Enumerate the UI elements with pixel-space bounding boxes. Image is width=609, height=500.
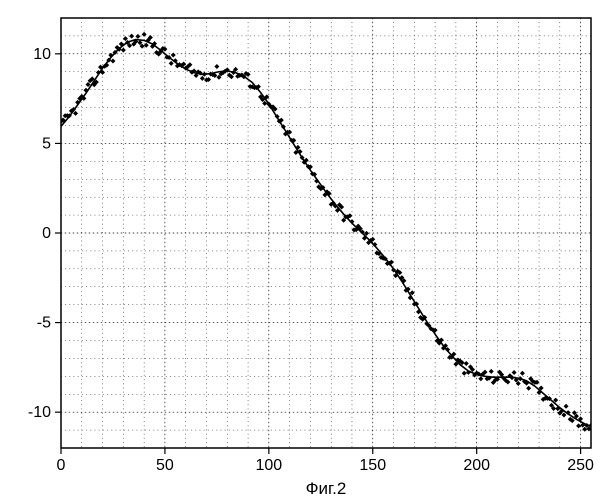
x-tick-label: 50 <box>156 457 174 474</box>
y-tick-label: 10 <box>33 46 51 63</box>
y-tick-label: -5 <box>37 315 51 332</box>
y-tick-label: 5 <box>42 135 51 152</box>
figure-caption: Фиг.2 <box>306 479 347 498</box>
y-tick-label: -10 <box>28 404 51 421</box>
chart-svg: 0 50 100 150 200 250 -10 -5 0 5 10 Фиг.2 <box>0 0 609 500</box>
x-tick-label: 100 <box>255 457 282 474</box>
y-tick-label: 0 <box>42 225 51 242</box>
x-tick-label: 200 <box>463 457 490 474</box>
x-tick-label: 250 <box>567 457 594 474</box>
figure-2-chart: 0 50 100 150 200 250 -10 -5 0 5 10 Фиг.2 <box>0 0 609 500</box>
x-tick-label: 0 <box>57 457 66 474</box>
x-tick-label: 150 <box>359 457 386 474</box>
